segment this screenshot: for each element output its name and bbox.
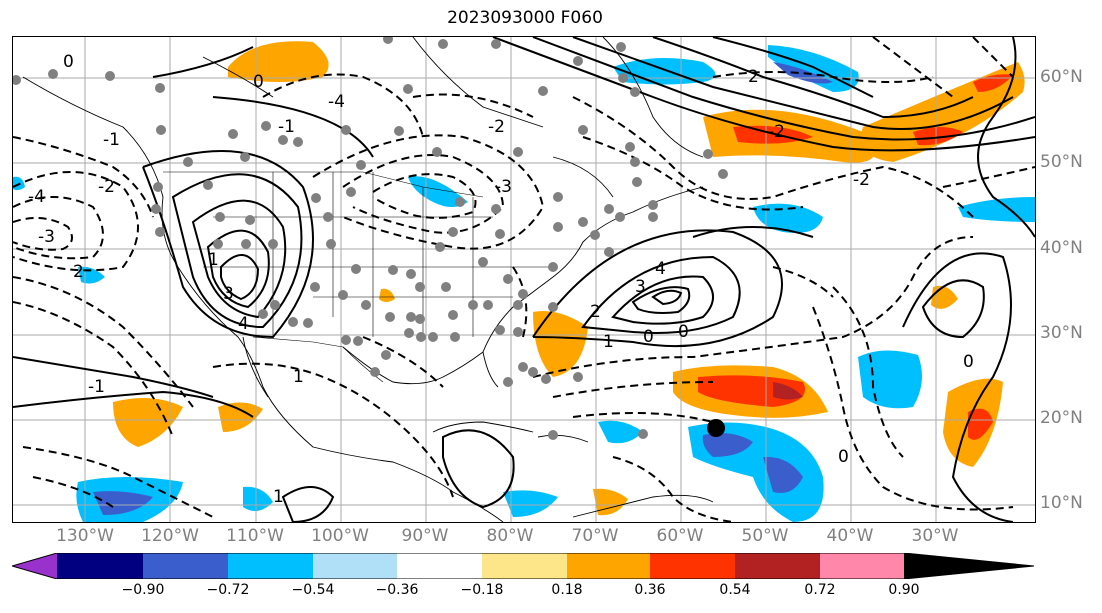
contour-label: -1 (103, 130, 120, 150)
colorbar-segment (228, 553, 313, 579)
coastlines (22, 37, 714, 522)
colorbar-tick: −0.72 (206, 582, 250, 598)
lon-label-70w: 70°W (571, 526, 619, 546)
lon-label-100w: 100°W (311, 526, 369, 546)
graticule (13, 37, 1035, 522)
colorbar-tick: 0.18 (551, 582, 583, 598)
contour-label: 1 (273, 487, 284, 507)
map-panel: 0 -1 -2 -3 -4 0 1 2 3 4 -1 -2 -3 -4 0 1 … (12, 36, 1036, 523)
colorbar-tick: −0.54 (291, 582, 335, 598)
lat-label-60n: 60°N (1040, 67, 1083, 87)
lat-label-40n: 40°N (1040, 238, 1083, 258)
contour-label: -4 (28, 187, 45, 207)
contour-label: 0 (643, 327, 654, 347)
contour-label: -2 (853, 170, 870, 190)
lat-label-50n: 50°N (1040, 152, 1083, 172)
contour-label: 2 (748, 67, 759, 87)
colorbar-tick: 0.72 (804, 582, 836, 598)
colorbar-tick: −0.90 (121, 582, 165, 598)
contour-labels: 0 -1 -2 -3 -4 0 1 2 3 4 -1 -2 -3 -4 0 1 … (28, 52, 974, 507)
colorbar-tick: 0.90 (888, 582, 920, 598)
contour-label: -2 (488, 117, 505, 137)
lon-label-120w: 120°W (141, 526, 199, 546)
colorbar-tick: −0.18 (460, 582, 504, 598)
lat-label-20n: 20°N (1040, 408, 1083, 428)
colorbar-tick: −0.36 (375, 582, 419, 598)
contour-label: -3 (495, 177, 512, 197)
contour-label: -1 (88, 377, 105, 397)
map-title: 2023093000 F060 (447, 8, 603, 28)
dashed-contours (13, 37, 1035, 522)
map-svg: 0 -1 -2 -3 -4 0 1 2 3 4 -1 -2 -3 -4 0 1 … (13, 37, 1035, 522)
contour-label: 0 (253, 72, 264, 92)
colorbar-tick: 0.36 (634, 582, 666, 598)
colorbar-segment (820, 553, 904, 579)
colorbar-segment (482, 553, 567, 579)
lon-label-90w: 90°W (401, 526, 449, 546)
contour-label: 3 (223, 284, 234, 304)
colorbar-segment (12, 553, 57, 579)
lon-label-130w: 130°W (56, 526, 114, 546)
lon-label-80w: 80°W (486, 526, 534, 546)
cyclone-position-marker (707, 419, 725, 437)
contour-label: -2 (98, 177, 115, 197)
contour-label: 0 (963, 352, 974, 372)
lon-label-110w: 110°W (226, 526, 284, 546)
contour-label: 1 (208, 250, 219, 270)
contour-label: 2 (73, 262, 84, 282)
contour-label: -2 (768, 122, 785, 142)
lat-label-10n: 10°N (1040, 493, 1083, 513)
colorbar-segment (57, 553, 143, 579)
colorbar-tick: 0.54 (719, 582, 751, 598)
colorbar-segment (567, 553, 650, 579)
contour-label: 0 (63, 52, 74, 72)
contour-label: 3 (635, 277, 646, 297)
contour-label: 4 (238, 314, 249, 334)
lon-label-30w: 30°W (911, 526, 959, 546)
contour-label: -4 (328, 92, 345, 112)
contour-label: 1 (603, 332, 614, 352)
colorbar-segment (904, 553, 1034, 579)
solid-contours (13, 37, 1035, 522)
contour-label: 2 (590, 302, 601, 322)
colorbar-segment (397, 553, 482, 579)
contour-label: 0 (678, 322, 689, 342)
contour-label: 4 (655, 259, 666, 279)
colorbar-segment (143, 553, 228, 579)
lon-label-60w: 60°W (656, 526, 704, 546)
shaded-anomaly-fields (13, 41, 1035, 522)
contour-label: -3 (38, 227, 55, 247)
colorbar-segment (313, 553, 397, 579)
contour-label: 0 (838, 447, 849, 467)
contour-label: -1 (278, 117, 295, 137)
station-markers (13, 37, 728, 440)
colorbar-segment (735, 553, 820, 579)
lat-label-30n: 30°N (1040, 323, 1083, 343)
colorbar (12, 553, 1035, 579)
lon-label-50w: 50°W (741, 526, 789, 546)
colorbar-segment (650, 553, 735, 579)
lon-label-40w: 40°W (826, 526, 874, 546)
contour-label: 1 (293, 367, 304, 387)
